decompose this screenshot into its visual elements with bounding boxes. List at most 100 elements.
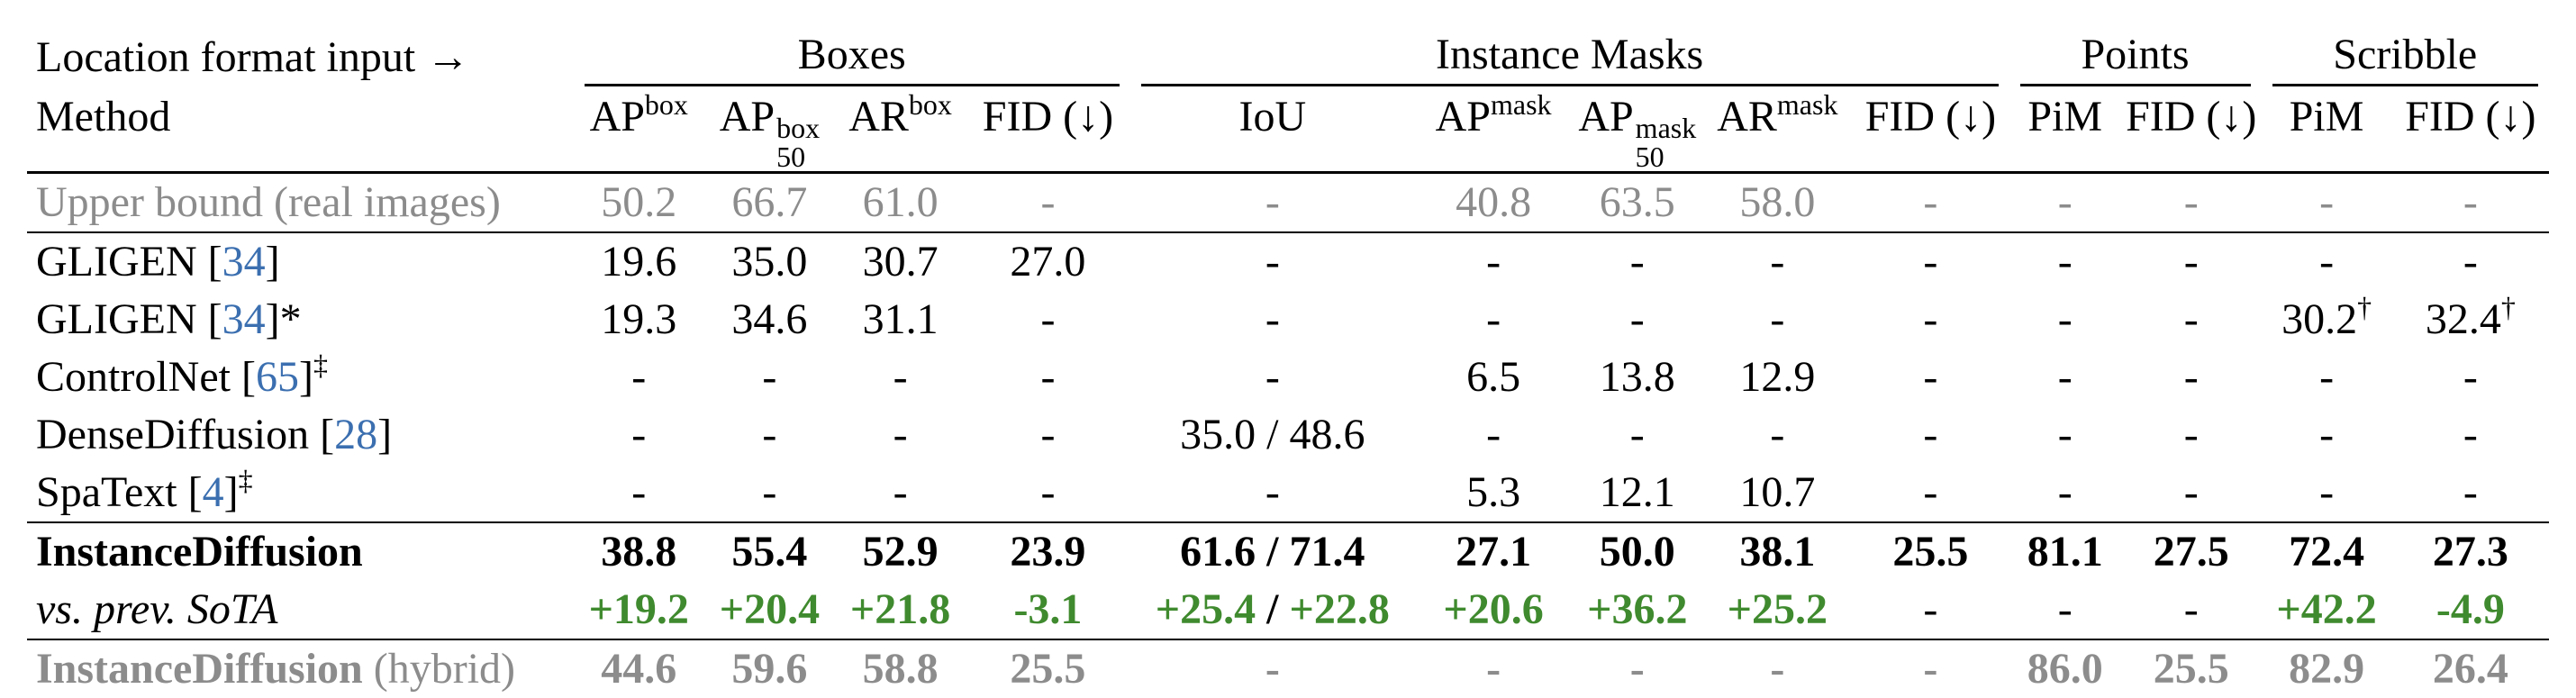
- cell: 50.2: [573, 171, 704, 232]
- cell: -: [1770, 411, 1785, 458]
- cell: -: [893, 353, 908, 401]
- cell: -: [1129, 639, 1415, 698]
- cell: 13.8: [1599, 353, 1675, 401]
- cell: 25.5: [966, 639, 1130, 698]
- citation-link[interactable]: 34: [222, 238, 266, 286]
- cell: 12.9: [1739, 353, 1816, 401]
- method-label: GLIGEN [34]: [27, 231, 574, 291]
- cell: 61.0: [835, 171, 966, 232]
- method-label: SpaText [4]‡: [36, 464, 253, 516]
- column-header-row: Method APbox AP box 50 ARbox FID (↓) IoU A…: [27, 88, 2549, 173]
- cell: -: [1040, 468, 1056, 516]
- cell: -: [1414, 231, 1573, 291]
- cell: 12.1: [1599, 468, 1675, 516]
- cell: 23.9: [966, 521, 1130, 581]
- cell: -: [1040, 411, 1056, 458]
- cell: 63.5: [1572, 171, 1703, 232]
- cell: -: [2183, 411, 2199, 458]
- row-gligen-star: GLIGEN [34]* 19.3 34.6 31.1 - - - - - - …: [27, 291, 2549, 349]
- citation-link[interactable]: 4: [202, 468, 224, 516]
- row-instancediffusion-hybrid: InstanceDiffusion (hybrid) 44.6 59.6 58.…: [27, 639, 2549, 698]
- row-gligen: GLIGEN [34] 19.6 35.0 30.7 27.0 - - - - …: [27, 231, 2549, 291]
- cell: -: [1852, 231, 2009, 291]
- cell: 38.1: [1702, 521, 1853, 581]
- group-boxes: Boxes: [574, 20, 1130, 92]
- cell: -: [2391, 171, 2549, 232]
- cell: -4.9: [2435, 585, 2505, 633]
- cell: 19.3: [601, 295, 677, 343]
- method-label: InstanceDiffusion (hybrid): [27, 639, 574, 698]
- cell: -: [1702, 231, 1853, 291]
- cell: -: [1265, 353, 1280, 401]
- cell: 59.6: [703, 639, 835, 698]
- cell: -: [2183, 468, 2199, 516]
- row-vs-prev-sota: vs. prev. SoTA +19.2 +20.4 +21.8 -3.1 +2…: [27, 581, 2549, 639]
- cell: 58.0: [1702, 171, 1853, 232]
- cell: 55.4: [703, 521, 835, 581]
- col-fid-box: FID (↓): [982, 93, 1114, 141]
- cell: 38.8: [573, 521, 704, 581]
- cell: 34.6: [731, 295, 808, 343]
- cell: 25.5: [2120, 639, 2262, 698]
- cell: +20.4: [719, 585, 821, 633]
- cell: -: [2391, 231, 2549, 291]
- cell: +25.2: [1727, 585, 1828, 633]
- cell: -: [631, 468, 647, 516]
- cell: +19.2: [588, 585, 689, 633]
- row-densediffusion: DenseDiffusion [28] - - - - 35.0 / 48.6 …: [27, 406, 2549, 464]
- results-table: Location format input → Boxes Instance M…: [27, 20, 2549, 698]
- cell: -: [1486, 295, 1501, 343]
- cell: -: [631, 411, 647, 458]
- cell: -: [1265, 468, 1280, 516]
- cell: -: [2183, 353, 2199, 401]
- cell: -: [1852, 639, 2009, 698]
- cell: -: [1572, 639, 1703, 698]
- cell: 25.5: [1852, 521, 2009, 581]
- cell: 31.1: [862, 295, 939, 343]
- cell: -: [1702, 639, 1853, 698]
- cell: -: [1040, 353, 1056, 401]
- citation-link[interactable]: 28: [334, 411, 378, 458]
- cell: -: [2319, 353, 2335, 401]
- col-fid-mask: FID (↓): [1864, 93, 1997, 141]
- cell: 19.6: [573, 231, 704, 291]
- col-ap-mask: APmask: [1435, 88, 1552, 141]
- cell: -: [2009, 171, 2121, 232]
- cell: -: [1486, 411, 1501, 458]
- group-scribble: Scribble: [2262, 20, 2549, 92]
- cell: -: [2463, 411, 2478, 458]
- cell: 26.4: [2391, 639, 2549, 698]
- cell: -3.1: [1013, 585, 1083, 633]
- group-header-row: Location format input → Boxes Instance M…: [27, 20, 2549, 92]
- cell: -: [1923, 411, 1938, 458]
- cell: 82.9: [2261, 639, 2392, 698]
- cell: 66.7: [703, 171, 835, 232]
- row-upper-bound: Upper bound (real images) 50.2 66.7 61.0…: [27, 171, 2549, 232]
- cell: -: [2261, 171, 2392, 232]
- cell: +25.4 / +22.8: [1155, 585, 1390, 633]
- cell: -: [631, 353, 647, 401]
- cell: 6.5: [1466, 353, 1521, 401]
- method-label: vs. prev. SoTA: [36, 585, 278, 633]
- method-label: InstanceDiffusion: [27, 521, 574, 581]
- method-label: GLIGEN [34]*: [36, 295, 302, 343]
- cell: -: [1629, 295, 1645, 343]
- citation-link[interactable]: 34: [222, 295, 266, 343]
- citation-link[interactable]: 65: [255, 353, 299, 401]
- cell: -: [1923, 585, 1938, 633]
- col-ap-box: APbox: [589, 88, 688, 141]
- cell: +21.8: [849, 585, 951, 633]
- cell: 10.7: [1739, 468, 1816, 516]
- cell: 72.4: [2261, 521, 2392, 581]
- cell: -: [966, 171, 1130, 232]
- cell: 40.8: [1414, 171, 1573, 232]
- col-fid-scribble: FID (↓): [2405, 93, 2536, 141]
- group-instance-masks: Instance Masks: [1130, 20, 2009, 92]
- col-iou: IoU: [1238, 93, 1307, 141]
- method-label: Upper bound (real images): [27, 171, 574, 232]
- corner-label-bottom: Method: [36, 93, 171, 141]
- method-label: DenseDiffusion [28]: [36, 411, 393, 458]
- cell: -: [2120, 171, 2262, 232]
- cell: -: [1629, 411, 1645, 458]
- col-ap50-mask: AP mask 50: [1578, 93, 1697, 173]
